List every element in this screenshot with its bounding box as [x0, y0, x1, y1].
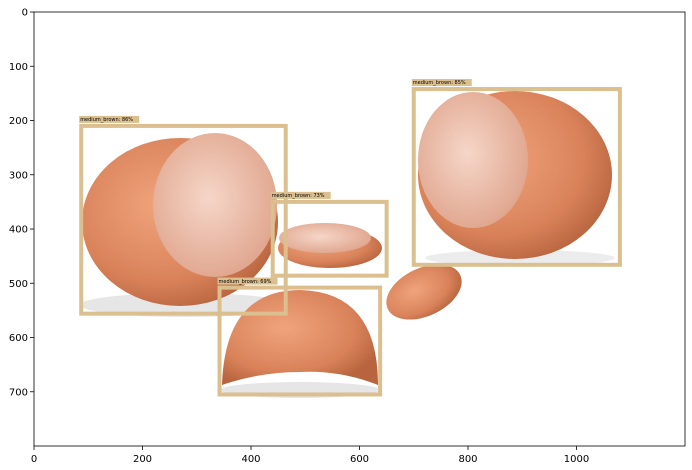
label-background: [411, 79, 472, 87]
x-tick-label: 1000: [564, 454, 589, 465]
detection-box: [411, 87, 622, 267]
box-label: medium_brown: 73%: [272, 193, 325, 199]
box-label: medium_brown: 86%: [80, 117, 133, 123]
eggshell-inside: [418, 92, 528, 228]
label-background: [270, 191, 331, 199]
y-tick-label: 600: [9, 333, 28, 344]
y-tick-label: 100: [9, 62, 28, 73]
box-label: medium_brown: 85%: [413, 80, 466, 86]
detection-box: [217, 285, 383, 397]
y-tick-label: 0: [22, 8, 28, 19]
x-tick-label: 600: [350, 454, 369, 465]
x-tick-label: 400: [241, 454, 260, 465]
detection-box: [79, 123, 288, 316]
label-background: [79, 115, 140, 123]
x-tick-label: 800: [458, 454, 477, 465]
box-label: medium_brown: 69%: [219, 279, 272, 285]
detection-box: [270, 199, 389, 278]
y-tick-label: 400: [9, 225, 28, 236]
y-tick-label: 300: [9, 170, 28, 181]
y-tick-label: 200: [9, 116, 28, 127]
label-background: [217, 277, 278, 285]
eggshell-fragment: [386, 264, 462, 320]
y-tick-label: 700: [9, 387, 28, 398]
x-tick-label: 0: [31, 454, 37, 465]
x-tick-label: 200: [133, 454, 152, 465]
y-tick-label: 500: [9, 279, 28, 290]
eggshell-inside: [279, 223, 371, 253]
eggshell-inside: [153, 133, 277, 277]
photo: [34, 12, 685, 446]
